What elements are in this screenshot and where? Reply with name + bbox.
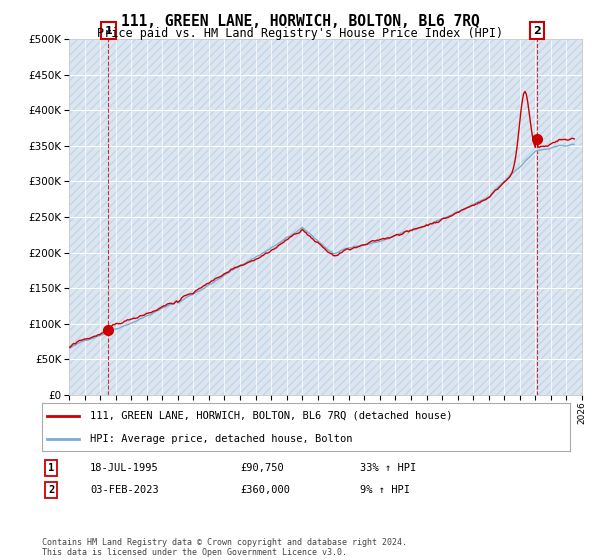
Text: £90,750: £90,750	[240, 463, 284, 473]
Text: 111, GREEN LANE, HORWICH, BOLTON, BL6 7RQ (detached house): 111, GREEN LANE, HORWICH, BOLTON, BL6 7R…	[89, 410, 452, 421]
Text: 18-JUL-1995: 18-JUL-1995	[90, 463, 159, 473]
Text: Price paid vs. HM Land Registry's House Price Index (HPI): Price paid vs. HM Land Registry's House …	[97, 27, 503, 40]
Text: HPI: Average price, detached house, Bolton: HPI: Average price, detached house, Bolt…	[89, 435, 352, 445]
Text: 2: 2	[48, 485, 54, 495]
Text: 1: 1	[48, 463, 54, 473]
Text: 33% ↑ HPI: 33% ↑ HPI	[360, 463, 416, 473]
Text: 2: 2	[533, 26, 541, 36]
Text: £360,000: £360,000	[240, 485, 290, 495]
Text: Contains HM Land Registry data © Crown copyright and database right 2024.
This d: Contains HM Land Registry data © Crown c…	[42, 538, 407, 557]
Text: 9% ↑ HPI: 9% ↑ HPI	[360, 485, 410, 495]
Text: 03-FEB-2023: 03-FEB-2023	[90, 485, 159, 495]
Text: 111, GREEN LANE, HORWICH, BOLTON, BL6 7RQ: 111, GREEN LANE, HORWICH, BOLTON, BL6 7R…	[121, 14, 479, 29]
Text: 1: 1	[104, 26, 112, 36]
